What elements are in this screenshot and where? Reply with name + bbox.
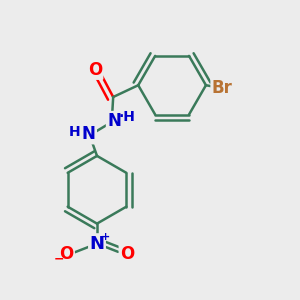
- Text: +: +: [100, 232, 110, 242]
- Text: N: N: [89, 235, 104, 253]
- Text: O: O: [120, 244, 134, 262]
- Text: O: O: [59, 244, 74, 262]
- Text: N: N: [82, 125, 96, 143]
- Text: N: N: [107, 112, 121, 130]
- Text: O: O: [88, 61, 102, 79]
- Text: ·H: ·H: [118, 110, 136, 124]
- Text: H: H: [68, 125, 80, 139]
- Text: Br: Br: [212, 79, 232, 97]
- Text: −: −: [53, 253, 64, 266]
